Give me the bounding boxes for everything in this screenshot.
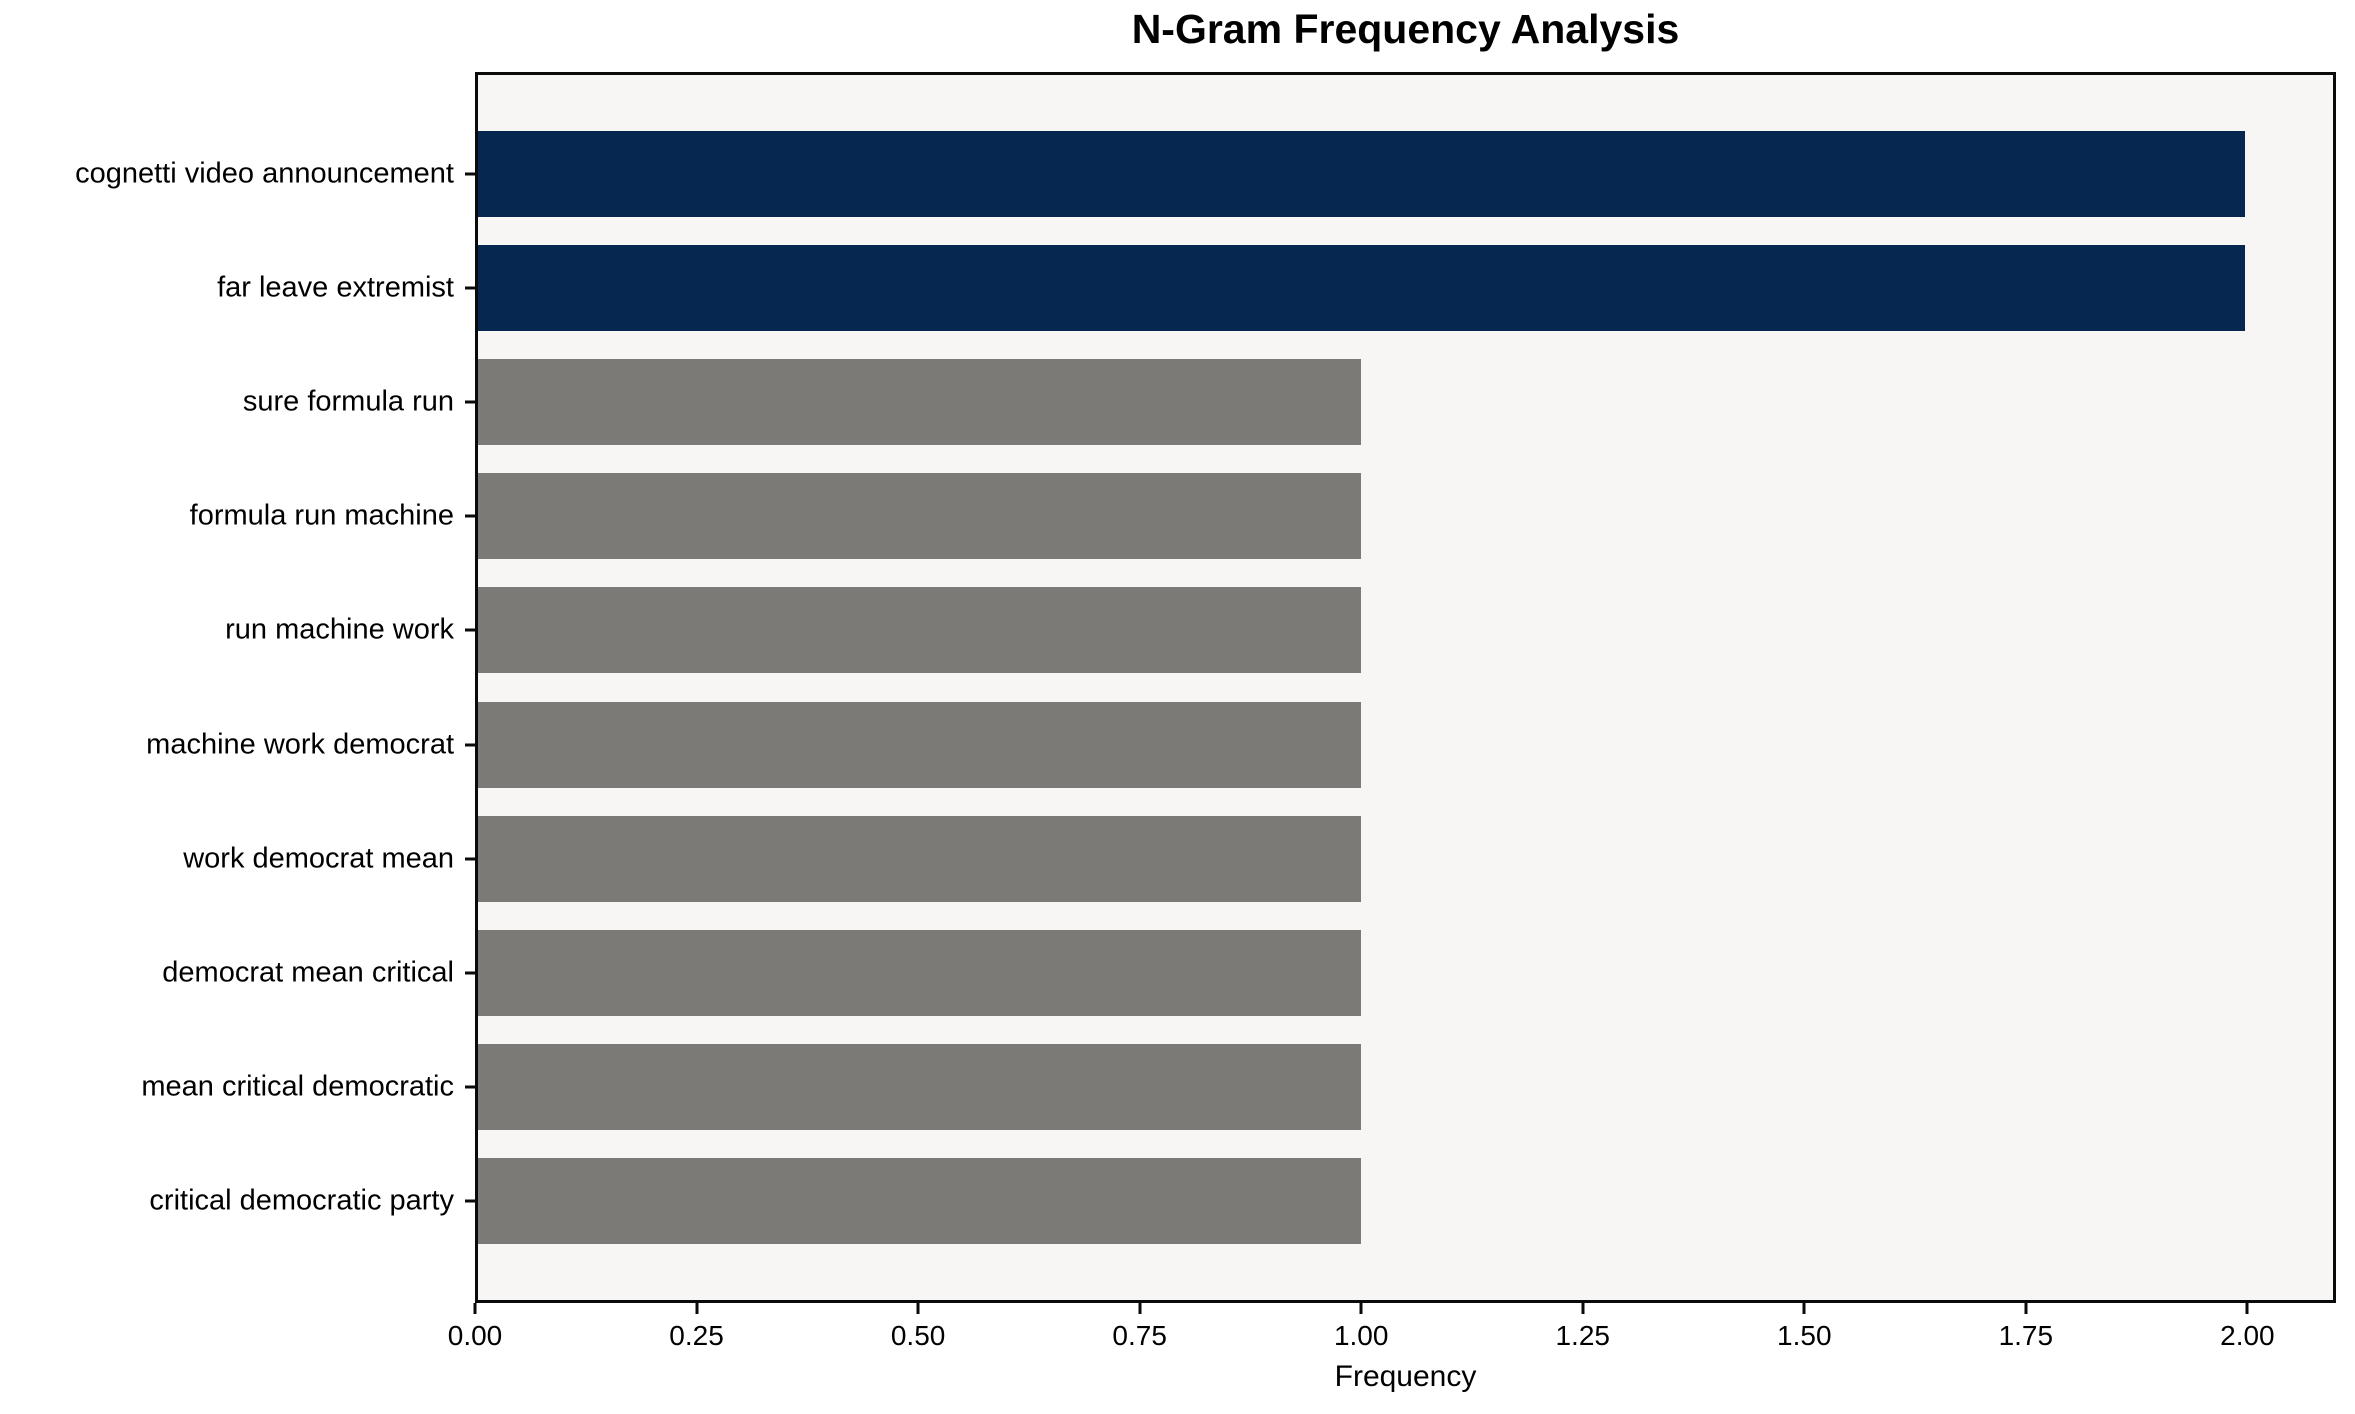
y-tick-label: critical democratic party <box>149 1184 454 1217</box>
bar <box>478 587 1362 674</box>
y-tick-mark <box>465 286 475 290</box>
bar-row: sure formula run <box>243 345 2333 459</box>
y-tick-mark <box>465 1085 475 1089</box>
bar <box>478 1157 1362 1244</box>
x-tick-label: 1.00 <box>1333 1320 1389 1351</box>
bar-row: democrat mean critical <box>162 916 2333 1030</box>
bar <box>478 359 1362 446</box>
plot-area: cognetti video announcement far leave ext… <box>75 72 2336 1303</box>
y-tick-label: work democrat mean <box>183 842 454 875</box>
bar <box>478 473 1362 560</box>
x-tick-mark <box>1138 1303 1142 1314</box>
x-tick-mark <box>1359 1303 1363 1314</box>
y-tick-label: mean critical democratic <box>141 1070 454 1103</box>
x-axis-label: Frequency <box>1334 1360 1477 1393</box>
x-tick-mark <box>1802 1303 1806 1314</box>
x-tick-mark <box>2245 1303 2249 1314</box>
x-tick-label: 1.25 <box>1555 1320 1610 1351</box>
y-tick-mark <box>465 628 475 632</box>
chart-title: N-Gram Frequency Analysis <box>1131 6 1680 52</box>
x-tick-mark <box>916 1303 920 1314</box>
bar-row: far leave extremist <box>217 231 2333 345</box>
x-tick-label: 0.25 <box>669 1320 724 1351</box>
y-tick-label: machine work democrat <box>146 728 454 761</box>
bar <box>478 131 2245 218</box>
bar-row: cognetti video announcement <box>75 117 2333 231</box>
x-tick-mark <box>695 1303 699 1314</box>
y-tick-label: sure formula run <box>242 385 454 418</box>
y-tick-label: run machine work <box>225 613 454 646</box>
x-tick-mark <box>473 1303 477 1314</box>
y-tick-mark <box>465 971 475 975</box>
y-tick-mark <box>465 1199 475 1203</box>
y-tick-mark <box>465 514 475 518</box>
y-tick-mark <box>465 857 475 861</box>
bar <box>478 929 1362 1016</box>
bar-row: formula run machine <box>190 459 2333 573</box>
x-tick-label: 0.50 <box>890 1320 946 1351</box>
bar-row: work democrat mean <box>183 802 2333 916</box>
bar <box>478 1043 1362 1130</box>
x-tick-label: 0.75 <box>1112 1320 1167 1351</box>
y-tick-label: far leave extremist <box>217 271 454 304</box>
bar-row: critical democratic party <box>149 1144 2333 1258</box>
x-tick-label: 1.75 <box>1998 1320 2054 1351</box>
y-tick-label: formula run machine <box>189 499 454 532</box>
y-tick-label: democrat mean critical <box>162 956 454 989</box>
y-tick-mark <box>465 743 475 747</box>
x-tick-mark <box>1581 1303 1585 1314</box>
x-tick-label: 1.50 <box>1777 1320 1832 1351</box>
x-tick-label: 0.00 <box>447 1320 503 1351</box>
bar <box>478 245 2245 332</box>
bar-row: run machine work <box>225 573 2333 687</box>
x-tick-label: 2.00 <box>2220 1320 2275 1351</box>
bar <box>478 701 1362 788</box>
bar <box>478 815 1362 902</box>
y-tick-mark <box>465 400 475 404</box>
bar-row: machine work democrat <box>146 687 2333 801</box>
bar-row: mean critical democratic <box>141 1030 2333 1144</box>
y-tick-mark <box>465 172 475 176</box>
x-tick-mark <box>2024 1303 2028 1314</box>
y-tick-label: cognetti video announcement <box>75 157 454 190</box>
